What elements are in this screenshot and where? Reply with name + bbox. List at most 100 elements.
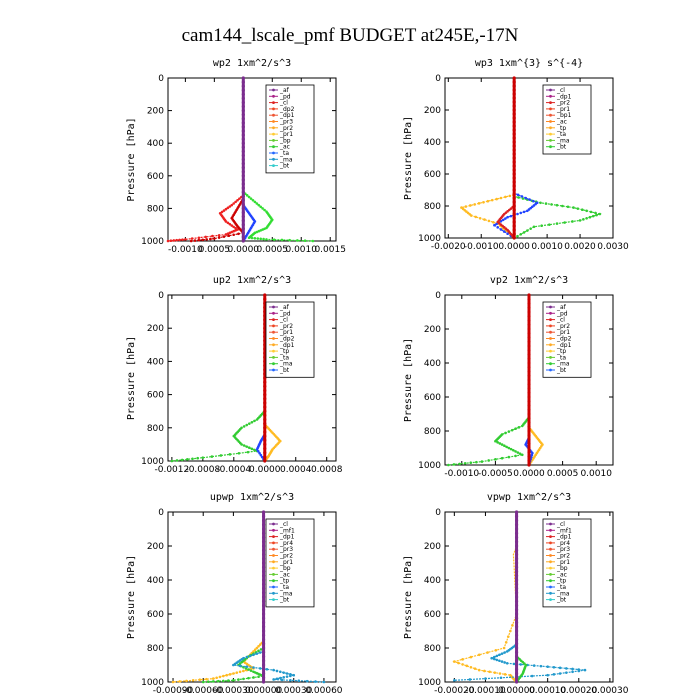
base-point <box>527 412 531 416</box>
base-point <box>241 186 245 190</box>
series-point-_pr1 <box>257 203 261 207</box>
series-point-_dp1 <box>217 236 221 239</box>
base-point <box>527 429 531 433</box>
base-point <box>514 646 519 650</box>
series-point-_tp <box>272 678 275 681</box>
base-point <box>261 629 266 633</box>
series-point-_ac <box>516 234 519 238</box>
series-point-_dp2 <box>228 222 232 226</box>
series-point-_dp1 <box>510 428 514 432</box>
series-point-_ac <box>517 196 520 199</box>
series-point-_tp <box>530 453 534 457</box>
base-point <box>261 574 266 578</box>
series-point-_ac <box>519 232 523 236</box>
base-point <box>263 351 267 355</box>
series-point-_ac <box>237 678 240 681</box>
base-point <box>512 124 516 128</box>
series-point-_pr1 <box>247 236 251 240</box>
series-point-_pr2 <box>457 661 460 665</box>
base-point <box>514 599 519 603</box>
x-tick-label: -0.00030 <box>213 686 254 696</box>
series-point-_tp <box>305 679 309 683</box>
base-point <box>512 200 516 204</box>
x-tick-label: -0.0010 <box>444 469 479 479</box>
base-point <box>241 210 245 215</box>
series-point-_dp2 <box>178 238 181 242</box>
base-point <box>514 633 519 637</box>
legend-marker <box>272 311 275 315</box>
base-point <box>512 172 516 176</box>
series-point-_ac <box>216 679 220 683</box>
series-point-_ac <box>544 202 548 205</box>
legend-marker <box>272 522 275 526</box>
series-point-_dp1 <box>255 418 259 421</box>
legend-marker <box>549 362 552 366</box>
series-point-_ac <box>576 207 580 210</box>
x-tick-label: 0.00060 <box>305 686 342 696</box>
base-point <box>527 391 531 395</box>
base-point <box>514 574 519 578</box>
base-point <box>514 557 519 561</box>
legend-marker <box>272 330 275 334</box>
series-point-_pr2 <box>494 648 498 652</box>
x-tick-label: -0.0010 <box>464 242 499 252</box>
legend-label: _pr4 <box>556 540 570 547</box>
series-point-_dp2 <box>204 235 207 239</box>
legend-marker <box>272 305 275 309</box>
series-point-_dp1 <box>458 462 461 466</box>
legend-marker <box>549 126 552 130</box>
legend-label: _pr1 <box>279 131 293 138</box>
legend-label: _bp <box>556 565 568 572</box>
series-point-_pr1 <box>238 670 242 674</box>
series-point-_dp1 <box>247 422 251 425</box>
series-point-_dp1 <box>475 460 478 464</box>
base-point <box>514 608 519 612</box>
base-point <box>241 104 245 109</box>
legend-label: _ta <box>556 584 566 591</box>
y-tick-label: 400 <box>424 576 441 586</box>
legend-marker <box>549 356 552 359</box>
x-tick-label: 0.0030 <box>597 242 629 252</box>
series-point-_tp <box>248 654 252 658</box>
legend-marker <box>549 573 552 576</box>
base-point <box>263 334 267 339</box>
series-point-_tp <box>583 668 587 672</box>
legend-label: _dp2 <box>279 106 295 113</box>
panel-title: vpwp 1xm^2/s^3 <box>487 492 571 503</box>
series-point-_tp <box>245 655 249 659</box>
legend-label: _tp <box>279 348 289 355</box>
y-axis-label: Pressure [hPa] <box>403 116 414 200</box>
legend-marker <box>272 126 275 130</box>
series-point-_dp1 <box>186 458 189 461</box>
base-point <box>527 450 531 454</box>
series-point-_pr1 <box>253 236 257 240</box>
series-point-_tp <box>257 450 260 453</box>
series-point-_dp1 <box>197 238 201 242</box>
series-point-_tp <box>255 448 259 451</box>
base-point <box>241 161 245 166</box>
series-point-_tp <box>245 665 249 668</box>
legend-label: _cl <box>556 317 565 324</box>
series-point-_tp <box>539 664 543 668</box>
base-point <box>261 548 266 552</box>
legend-label: _ma <box>556 590 570 597</box>
series-point-_dp1 <box>253 419 256 423</box>
x-tick-label: 0.0000 <box>228 245 260 255</box>
series-point-_tp <box>516 212 519 216</box>
series-point-_tp <box>492 655 496 659</box>
series-point-_tp <box>519 663 523 666</box>
y-axis-label: Pressure [hPa] <box>126 555 137 639</box>
base-point <box>261 540 266 544</box>
legend-marker <box>272 535 275 538</box>
panel-title: up2 1xm^2/s^3 <box>213 275 291 286</box>
base-point <box>512 96 516 100</box>
base-point <box>514 654 519 659</box>
series-point-_dp1 <box>245 445 249 448</box>
x-tick-label: 0.0020 <box>564 242 596 252</box>
series-point-_dp2 <box>224 207 228 211</box>
legend-label: _mf1 <box>556 527 572 534</box>
series-point-_pr1 <box>245 194 249 197</box>
base-point <box>241 231 245 235</box>
series-point-_dp2 <box>236 198 239 202</box>
series-point-_pr2 <box>473 667 477 670</box>
